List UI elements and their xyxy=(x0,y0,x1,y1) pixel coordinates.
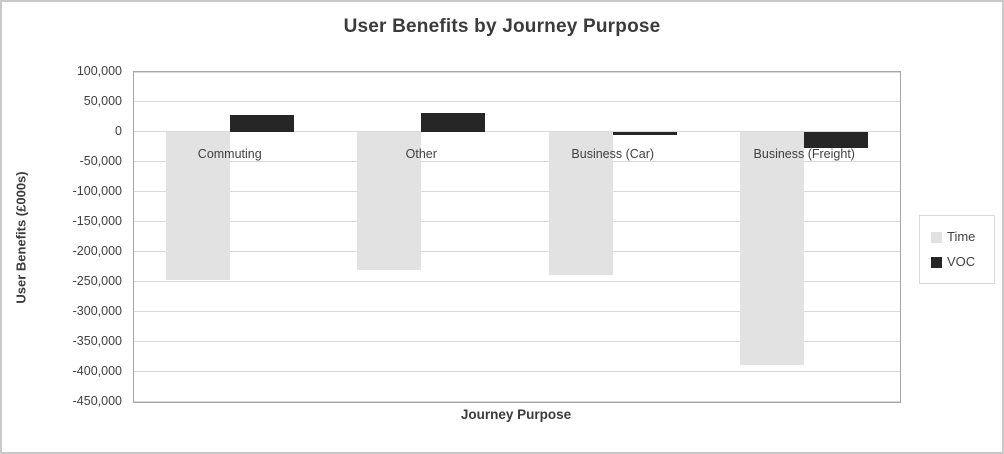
y-tick-label: -350,000 xyxy=(72,334,122,348)
y-tick-label: -400,000 xyxy=(72,364,122,378)
gridline xyxy=(134,72,900,73)
bar-time-2 xyxy=(357,132,422,270)
y-tick-label: -50,000 xyxy=(79,154,122,168)
gridline xyxy=(134,281,900,282)
gridline xyxy=(134,371,900,372)
gridline xyxy=(134,191,900,192)
gridline xyxy=(134,401,900,402)
legend-item-voc: VOC xyxy=(931,254,986,270)
legend-label: VOC xyxy=(947,254,976,269)
y-tick-label: -200,000 xyxy=(72,244,122,258)
y-tick-label: -100,000 xyxy=(72,184,122,198)
category-label: Commuting xyxy=(197,147,262,161)
bar-time-1 xyxy=(165,132,230,280)
y-axis-tick-labels: 100,000 50,000 0 -50,000 -100,000 -150,000 -20… xyxy=(2,64,122,408)
bar-voc-2 xyxy=(421,113,486,132)
bar-time-4 xyxy=(740,132,805,366)
gridline xyxy=(134,101,900,102)
chart-title: User Benefits by Journey Purpose xyxy=(343,16,661,37)
y-tick-label: -150,000 xyxy=(72,214,122,228)
y-tick-label: 50,000 xyxy=(83,94,122,108)
category-label: Business (Freight) xyxy=(753,147,855,161)
bar-voc-3 xyxy=(612,132,677,135)
y-tick-label: -450,000 xyxy=(72,394,122,408)
bar-voc-4 xyxy=(804,132,869,149)
gridline xyxy=(134,131,900,132)
gridline xyxy=(134,161,900,162)
legend-swatch-voc xyxy=(931,256,942,268)
bar-time-3 xyxy=(548,132,613,275)
plot-area: Commuting Other Business (Car) Business (Fr… xyxy=(133,71,901,403)
legend-item-time: Time xyxy=(931,229,986,245)
legend-swatch-time xyxy=(931,231,942,243)
category-label: Business (Car) xyxy=(571,147,655,161)
x-axis-title: Journey Purpose xyxy=(460,407,572,422)
gridline xyxy=(134,221,900,222)
category-label: Other xyxy=(405,147,437,161)
gridline xyxy=(134,251,900,252)
y-tick-label: -250,000 xyxy=(72,274,122,288)
legend-label: Time xyxy=(947,229,976,244)
gridline xyxy=(134,341,900,342)
y-tick-label: 0 xyxy=(115,124,122,138)
legend: Time VOC xyxy=(919,215,995,284)
gridline xyxy=(134,311,900,312)
y-tick-label: -300,000 xyxy=(72,304,122,318)
bar-voc-1 xyxy=(229,115,294,132)
y-tick-label: 100,000 xyxy=(76,64,122,78)
